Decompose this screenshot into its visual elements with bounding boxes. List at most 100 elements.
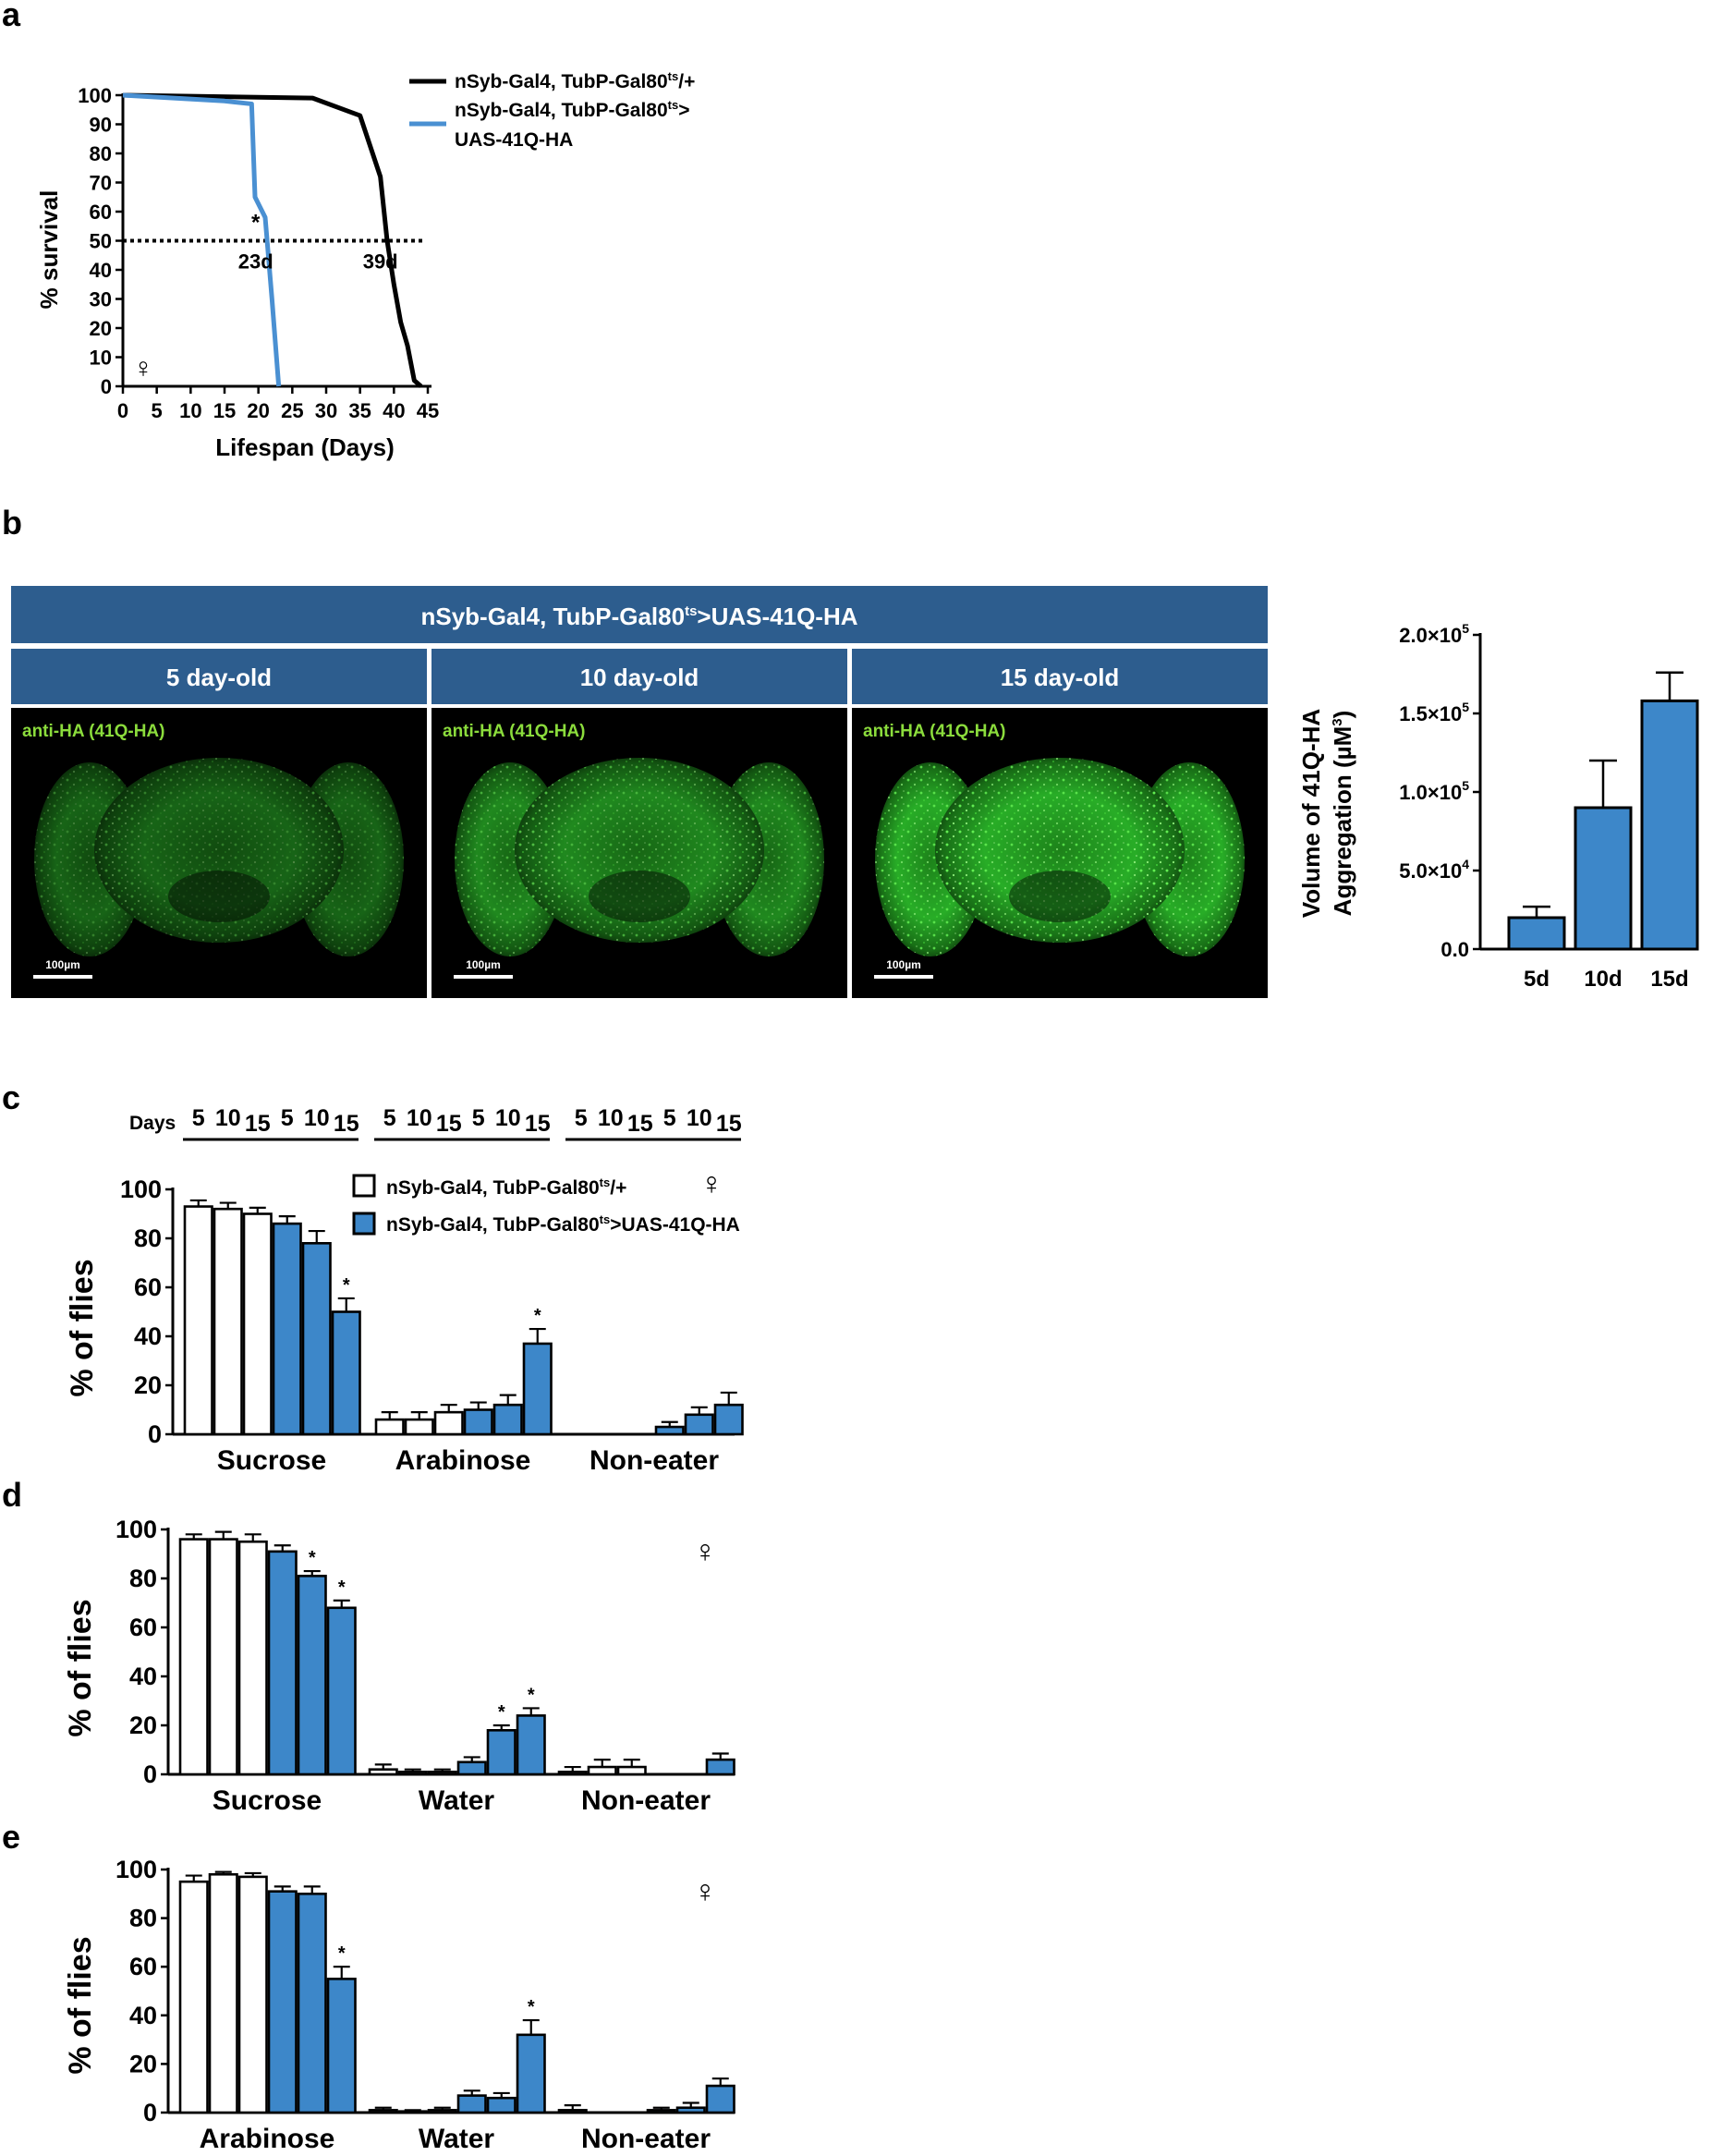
brain-shape <box>455 758 824 956</box>
brain-shape <box>34 758 404 956</box>
significance-star: * <box>251 211 261 236</box>
significance-star: * <box>528 1997 535 2017</box>
x-tick-label: 45 <box>417 399 439 422</box>
panel-letter-e: e <box>2 1818 20 1856</box>
y-tick-label: 50 <box>90 230 112 253</box>
y-tick-label: 0 <box>148 1420 162 1448</box>
y-tick-label: 100 <box>115 1856 157 1883</box>
y-tick-label: 20 <box>129 2050 157 2077</box>
panel-letter-c: c <box>2 1078 20 1116</box>
significance-star: * <box>309 1548 316 1568</box>
legend-label-control: nSyb-Gal4, TubP-Gal80ts/+ <box>455 69 695 92</box>
survival-curve-control <box>122 92 423 388</box>
day-number: 10 <box>598 1105 624 1131</box>
panel-b: b nSyb-Gal4, TubP-Gal80ts>UAS-41Q-HA 5 d… <box>2 504 1699 998</box>
bar-control <box>208 1872 238 2114</box>
survival-curve-41Q <box>122 92 282 387</box>
category-label: Non-eater <box>581 2124 711 2154</box>
bar-control <box>404 1418 434 1436</box>
day-number: 5 <box>663 1105 676 1131</box>
bar-41Q <box>684 1413 714 1436</box>
bar-41Q <box>522 1342 553 1436</box>
bar-41Q <box>456 1760 487 1776</box>
y-tick-label: 70 <box>90 172 112 195</box>
bar-41Q <box>297 1893 327 2114</box>
bar-41Q <box>326 1606 357 1776</box>
bar-41Q <box>267 1890 298 2114</box>
y-tick-label: 0 <box>143 1760 157 1788</box>
day-number: 5 <box>575 1105 588 1131</box>
bar-control <box>427 2109 457 2114</box>
age-header <box>11 649 427 704</box>
age-header-label: 5 day-old <box>166 664 272 691</box>
bar-41Q <box>331 1310 361 1436</box>
stain-label: anti-HA (41Q-HA) <box>22 722 164 741</box>
bar-control <box>557 2109 588 2114</box>
panel-a: a 0 10 20 30 40 50 60 70 80 90 100 0 5 10 15 20 25 30 35 40… <box>2 0 695 461</box>
y-tick-label: 60 <box>134 1273 162 1301</box>
panel-d: d 0 20 40 60 80 100 * * Sucrose * * Water Non-eater ♀… <box>2 1476 735 1816</box>
y-tick-label: 40 <box>90 259 112 282</box>
x-tick-label: 25 <box>281 399 303 422</box>
y-tick-label: 20 <box>90 317 112 340</box>
significance-star: * <box>343 1275 350 1296</box>
bar <box>1574 806 1633 951</box>
scale-bar-label: 100µm <box>45 958 80 971</box>
significance-star: * <box>528 1685 535 1705</box>
y-tick-label: 80 <box>134 1224 162 1252</box>
scale-bar-label: 100µm <box>466 958 501 971</box>
legend-label-41Q-line2: UAS-41Q-HA <box>455 129 573 151</box>
y-tick-label: 20 <box>129 1711 157 1739</box>
brain-image-grid: 5 day-old anti-HA (41Q-HA) 100µm 10 day-old… <box>11 649 1268 998</box>
median-label-41Q: 23d <box>238 250 273 274</box>
panel-a-legend: nSyb-Gal4, TubP-Gal80ts/+ nSyb-Gal4, Tub… <box>409 69 695 151</box>
y-tick-label: 0 <box>101 375 112 398</box>
bar-41Q <box>486 2096 517 2114</box>
x-tick-label: 40 <box>383 399 405 422</box>
bar-41Q <box>705 1758 735 1776</box>
significance-star: * <box>498 1702 505 1723</box>
bar-41Q <box>272 1222 302 1436</box>
panel-e-axes: 0 20 40 60 80 100 * Arabinose * Water Non-eater ♀ <box>115 1856 735 2154</box>
category-label: Water <box>419 2124 495 2154</box>
day-number: 15 <box>245 1111 271 1137</box>
panel-a-x-axis-label: Lifespan (Days) <box>215 433 395 461</box>
category-label: Sucrose <box>213 1785 322 1816</box>
y-tick-label: 80 <box>129 1905 157 1932</box>
age-header <box>852 649 1268 704</box>
bar-41Q <box>654 1425 685 1436</box>
bar-41Q <box>516 1714 546 1776</box>
bar-control <box>368 2109 398 2114</box>
y-tick-label: 1.0×105 <box>1399 778 1469 804</box>
bar-control <box>178 1538 209 1776</box>
x-tick-label: 10d <box>1584 967 1622 992</box>
y-tick-label: 80 <box>90 142 112 165</box>
panel-a-y-axis-label: % survival <box>35 190 63 310</box>
legend-label-41Q: nSyb-Gal4, TubP-Gal80ts>UAS-41Q-HA <box>386 1212 740 1236</box>
panel-c: c Days 5 10 15 5 10 15 5 10 15 5 10 15 5 10 15 5 10 15 02… <box>2 1078 744 1476</box>
category-label: Non-eater <box>590 1445 719 1476</box>
significance-star: * <box>534 1306 541 1326</box>
y-tick-label: 0 <box>143 2099 157 2126</box>
category-label: Arabinose <box>200 2124 335 2154</box>
day-number: 10 <box>407 1105 432 1131</box>
day-number: 15 <box>525 1111 551 1137</box>
y-tick-label: 40 <box>129 2002 157 2029</box>
bar-control <box>557 1771 588 1776</box>
y-tick-label: 0.0 <box>1440 938 1469 961</box>
category-label: Non-eater <box>581 1785 711 1816</box>
panel-c-y-axis-label: % of flies <box>65 1259 100 1396</box>
significance-star: * <box>338 1943 346 1964</box>
panel-letter-d: d <box>2 1476 22 1514</box>
legend-swatch-control <box>352 1174 376 1198</box>
y-tick-label: 2.0×105 <box>1399 621 1469 647</box>
panel-letter-a: a <box>2 0 21 33</box>
y-tick-label: 60 <box>90 201 112 224</box>
brain-shape <box>875 758 1245 956</box>
panel-d-y-axis-label: % of flies <box>63 1599 98 1736</box>
panel-b-y-axis-label-1: Volume of 41Q-HA <box>1297 709 1325 919</box>
y-tick-label: 80 <box>129 1565 157 1592</box>
bar-41Q <box>463 1408 493 1436</box>
day-number: 5 <box>383 1105 396 1131</box>
bar-control <box>178 1880 209 2114</box>
